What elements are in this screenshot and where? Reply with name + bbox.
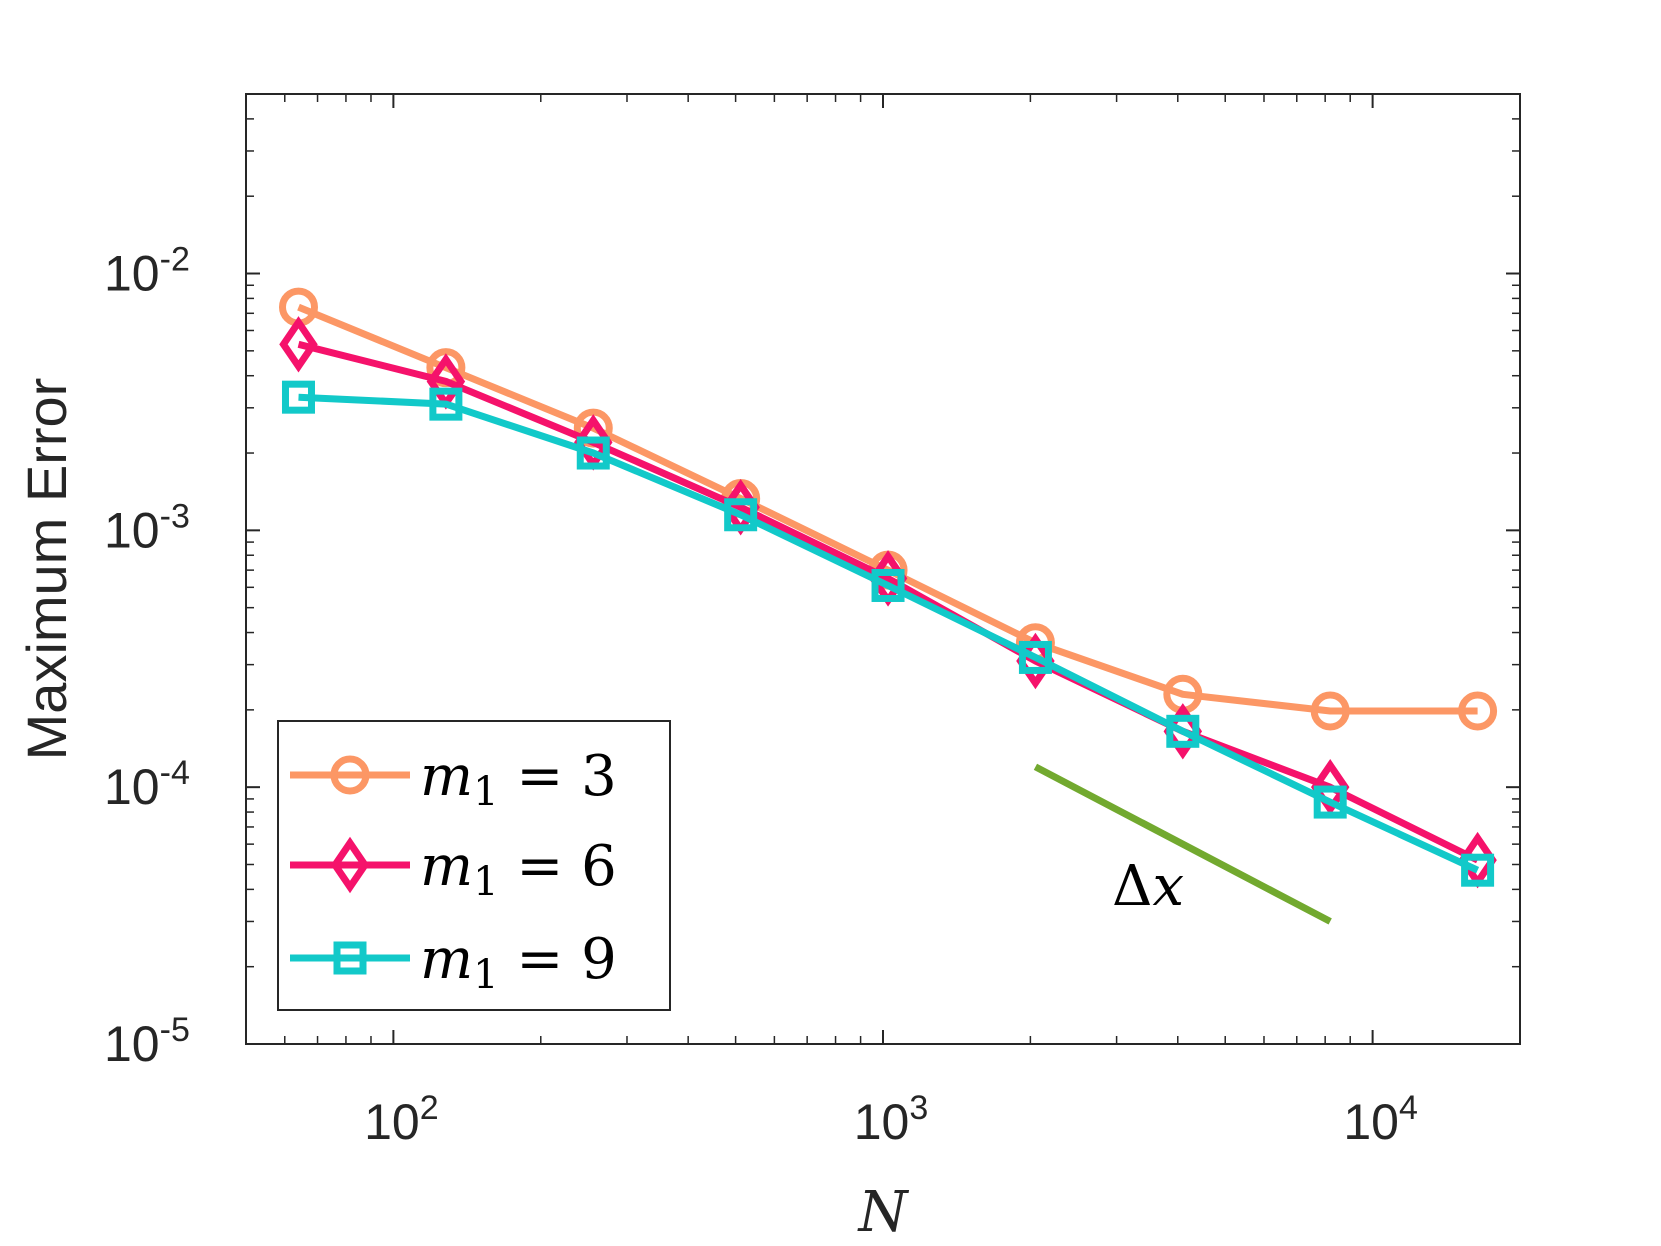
data-point xyxy=(576,436,610,470)
series-line xyxy=(298,393,1480,874)
reference-line-label: Δx xyxy=(1112,854,1184,919)
x-tick-label: 104 xyxy=(1343,1089,1418,1150)
legend-item: m1 = 6 xyxy=(290,834,617,905)
data-point xyxy=(1310,758,1350,816)
data-point xyxy=(1458,691,1498,731)
y-tick-label: 10-4 xyxy=(104,754,190,815)
x-axis-label: N xyxy=(857,1180,910,1245)
legend-items: m1 = 3 m1 = 6 m1 = 9 xyxy=(290,744,617,998)
legend-marker xyxy=(330,755,370,795)
data-point xyxy=(429,387,463,421)
data-point xyxy=(724,498,758,532)
minor-ticks xyxy=(245,93,1521,1044)
legend-marker xyxy=(330,836,370,894)
series-square xyxy=(281,380,1495,887)
major-ticks xyxy=(246,94,1520,1045)
legend-label: m1 = 9 xyxy=(420,927,617,998)
data-point xyxy=(281,380,315,414)
x-tick-label: 102 xyxy=(364,1089,439,1150)
data-point xyxy=(1018,640,1052,674)
x-tick-label: 103 xyxy=(854,1089,929,1150)
y-axis-label: Maximum Error xyxy=(15,378,78,761)
y-tick-label: 10-2 xyxy=(104,241,190,302)
legend: m1 = 3 m1 = 6 m1 = 9 xyxy=(277,720,671,1011)
data-point xyxy=(1461,853,1495,887)
data-point xyxy=(1310,691,1350,731)
tick-labels: 102 103 104 10-5 10-4 10-3 10-2 xyxy=(104,241,1418,1150)
axes-box xyxy=(245,93,1521,1045)
series-layer xyxy=(278,287,1498,889)
legend-item: m1 = 9 xyxy=(290,927,617,998)
reference-line: Δx xyxy=(1033,763,1332,925)
legend-item: m1 = 3 xyxy=(290,744,617,815)
data-point xyxy=(279,316,318,373)
reference-slope-line xyxy=(1033,763,1332,925)
y-tick-label: 10-5 xyxy=(104,1011,190,1072)
data-point xyxy=(1313,785,1347,819)
data-point xyxy=(1166,714,1200,748)
legend-marker xyxy=(333,941,367,975)
data-point xyxy=(871,568,905,602)
legend-label: m1 = 6 xyxy=(420,834,617,905)
series-line xyxy=(297,340,1480,864)
y-tick-label: 10-3 xyxy=(104,497,190,558)
legend-label: m1 = 3 xyxy=(420,744,617,815)
